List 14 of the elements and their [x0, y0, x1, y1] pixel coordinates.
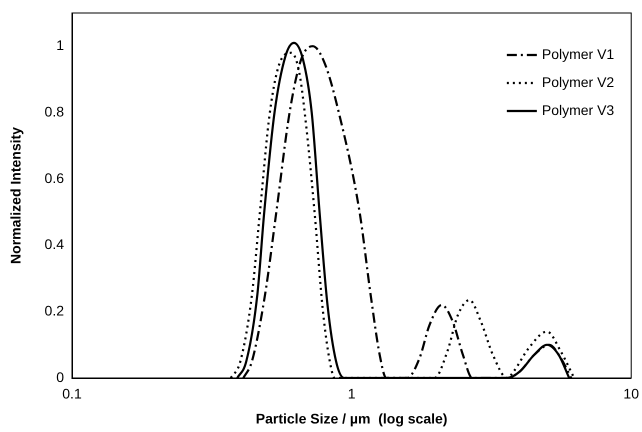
legend-label: Polymer V3 [542, 102, 614, 118]
x-tick-label: 10 [623, 385, 640, 402]
legend-label: Polymer V2 [542, 74, 614, 90]
y-tick-label: 0.8 [44, 103, 64, 120]
y-tick-label: 0.6 [44, 170, 64, 186]
y-axis-title: Normalized Intensity [7, 126, 24, 264]
y-tick-label: 0.2 [44, 302, 64, 318]
x-axis-title: Particle Size / µm (log scale) [256, 410, 448, 426]
y-tick-label: 0 [56, 368, 64, 385]
x-tick-label: 1 [348, 385, 356, 402]
y-tick-label: 0.4 [44, 236, 64, 252]
legend-label: Polymer V1 [542, 46, 614, 62]
y-tick-label: 1 [56, 37, 64, 54]
x-tick-label: 0.1 [62, 385, 82, 402]
